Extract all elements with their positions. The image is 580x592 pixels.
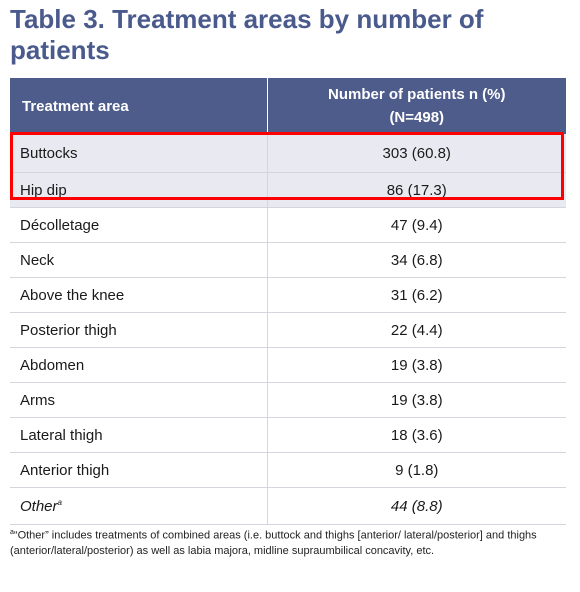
header-number-of-patients: Number of patients n (%) (N=498) <box>267 78 566 134</box>
treatment-areas-table: Treatment area Number of patients n (%) … <box>10 78 566 525</box>
treatment-area-cell: Neck <box>10 242 268 278</box>
header-treatment-area: Treatment area <box>10 78 268 134</box>
table-row: Above the knee 31 (6.2) <box>10 277 566 313</box>
patient-count-cell: 19 (3.8) <box>267 382 566 418</box>
treatment-area-cell: Anterior thigh <box>10 452 268 488</box>
footnote-marker: a <box>10 529 14 536</box>
table-row-other: Othera 44 (8.8) <box>10 487 566 525</box>
treatment-area-cell: Hip dip <box>10 172 268 208</box>
table-row: Buttocks 303 (60.8) <box>10 134 566 173</box>
treatment-area-cell: Posterior thigh <box>10 312 268 348</box>
table-row: Posterior thigh 22 (4.4) <box>10 312 566 348</box>
patient-count-cell-other: 44 (8.8) <box>267 487 566 525</box>
treatment-area-cell: Lateral thigh <box>10 417 268 453</box>
patient-count-cell: 31 (6.2) <box>267 277 566 313</box>
treatment-area-cell: Buttocks <box>10 134 268 173</box>
table-row: Neck 34 (6.8) <box>10 242 566 278</box>
table-row: Lateral thigh 18 (3.6) <box>10 417 566 453</box>
table-header-row: Treatment area Number of patients n (%) … <box>10 78 566 134</box>
patient-count-cell: 9 (1.8) <box>267 452 566 488</box>
other-label: Other <box>20 497 58 515</box>
table-row: Hip dip 86 (17.3) <box>10 172 566 208</box>
footnote: a“Other” includes treatments of combined… <box>10 525 566 559</box>
treatment-area-cell: Arms <box>10 382 268 418</box>
footnote-text: “Other” includes treatments of combined … <box>10 529 537 557</box>
table-row: Arms 19 (3.8) <box>10 382 566 418</box>
patient-count-cell: 303 (60.8) <box>267 134 566 173</box>
header-count-label: Number of patients n (%) <box>327 86 506 103</box>
header-count-total: (N=498) <box>389 109 445 126</box>
patient-count-cell: 22 (4.4) <box>267 312 566 348</box>
treatment-table-container: Treatment area Number of patients n (%) … <box>10 78 566 525</box>
table-row: Anterior thigh 9 (1.8) <box>10 452 566 488</box>
patient-count-cell: 47 (9.4) <box>267 207 566 243</box>
treatment-area-cell: Abdomen <box>10 347 268 383</box>
table-row: Décolletage 47 (9.4) <box>10 207 566 243</box>
table-title: Table 3. Treatment areas by number of pa… <box>10 4 484 65</box>
treatment-area-cell-other: Othera <box>10 487 268 525</box>
patient-count-cell: 34 (6.8) <box>267 242 566 278</box>
patient-count-cell: 86 (17.3) <box>267 172 566 208</box>
patient-count-cell: 18 (3.6) <box>267 417 566 453</box>
treatment-area-cell: Décolletage <box>10 207 268 243</box>
patient-count-cell: 19 (3.8) <box>267 347 566 383</box>
table-row: Abdomen 19 (3.8) <box>10 347 566 383</box>
other-footnote-marker: a <box>57 497 62 507</box>
treatment-area-cell: Above the knee <box>10 277 268 313</box>
